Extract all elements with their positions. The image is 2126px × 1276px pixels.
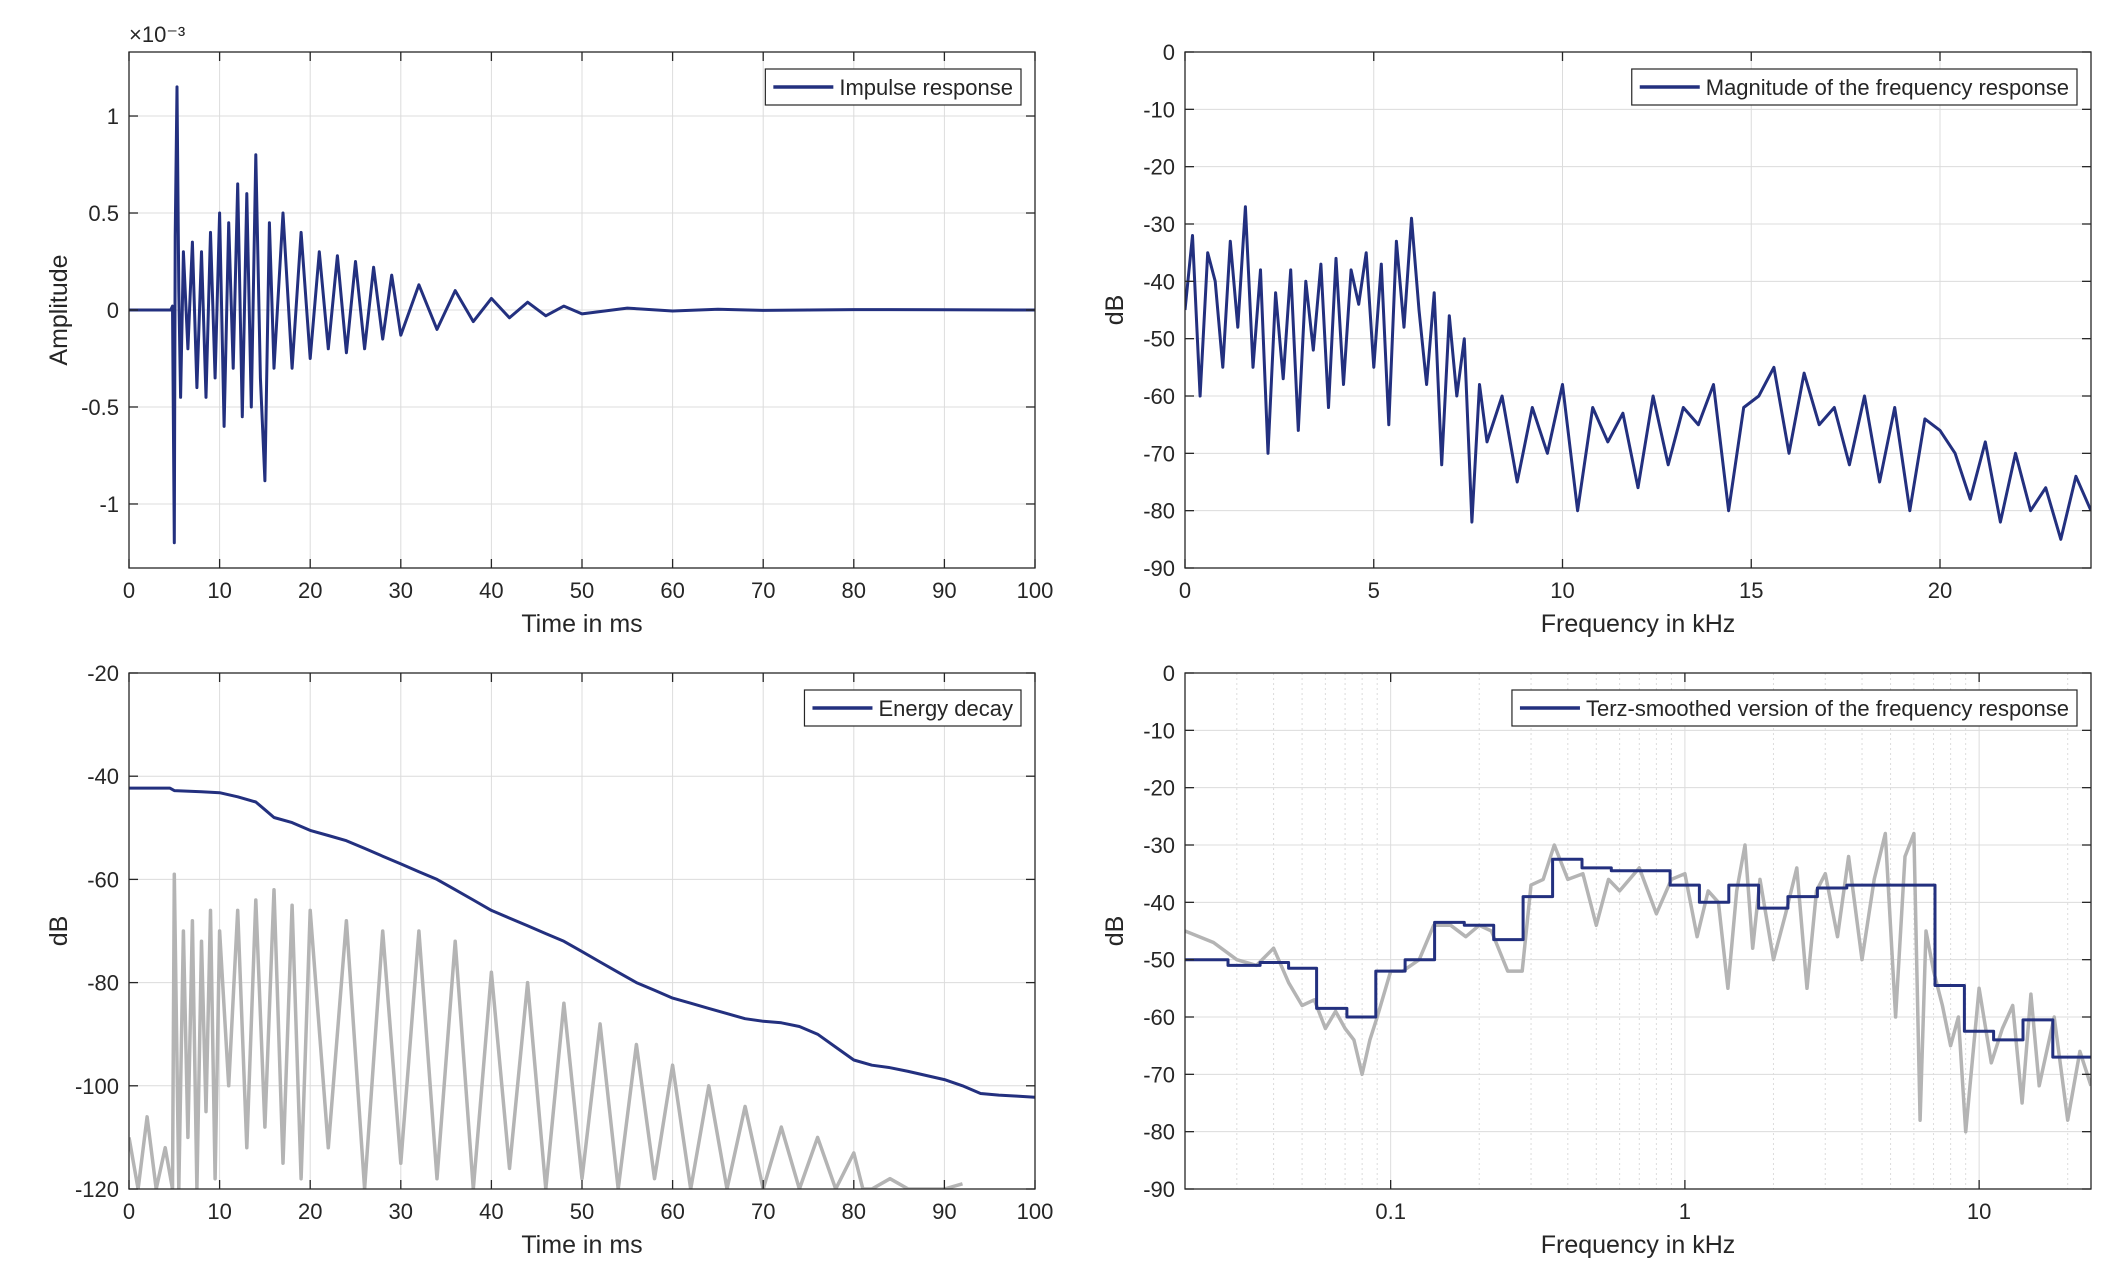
x-tick-label: 60 [660, 578, 684, 603]
chart-panel-2: 0 5 10 15 20 -90 -80 -70 -60 -50 -40 -30 -20 -10 0 Freq… [1101, 40, 2092, 638]
chart-panel-1: 0 10 20 30 40 50 60 70 80 90 100 -1 -0.5 0 0.5 1 ×10⁻³ Ti… [45, 22, 1053, 638]
x-tick-label: 30 [389, 578, 413, 603]
x-tick-label: 90 [932, 578, 956, 603]
x-tick-label: 1 [1679, 1199, 1691, 1224]
series-line-1 [129, 85, 1035, 545]
y-tick-label: -70 [1143, 1062, 1175, 1087]
y-tick-label: 0.5 [88, 201, 119, 226]
y-axis-label: dB [1101, 916, 1129, 947]
x-tick-label: 50 [570, 578, 594, 603]
y-tick-label: -90 [1143, 556, 1175, 581]
y-axis-label: Amplitude [45, 254, 73, 365]
x-tick-label: 10 [1967, 1199, 1991, 1224]
x-tick-label: 90 [932, 1199, 956, 1224]
x-tick-label: 0 [123, 578, 135, 603]
y-axis-label: dB [45, 916, 73, 947]
y-tick-label: -70 [1143, 441, 1175, 466]
legend: Energy decay [803, 689, 1022, 727]
y-tick-label: -20 [87, 661, 119, 686]
legend-box [1631, 68, 2078, 106]
y-tick-label: -20 [1143, 155, 1175, 180]
y-tick-label: -1 [99, 492, 119, 517]
y-tick-label: -30 [1143, 833, 1175, 858]
y-tick-label: -0.5 [81, 395, 119, 420]
legend-box [1511, 689, 2078, 727]
x-tick-label: 10 [1550, 578, 1574, 603]
series-line-1 [129, 786, 1035, 1099]
x-tick-label: 70 [751, 1199, 775, 1224]
y-tick-label: -60 [1143, 1005, 1175, 1030]
x-tick-label: 100 [1017, 1199, 1054, 1224]
x-tick-label: 60 [660, 1199, 684, 1224]
y-tick-label: 1 [107, 104, 119, 129]
y-tick-label: -40 [1143, 890, 1175, 915]
plot-frame [1184, 51, 2092, 569]
exponent-label: ×10⁻³ [129, 22, 185, 47]
legend-label: Energy decay [878, 696, 1013, 721]
series-line-2 [1185, 857, 2091, 1059]
x-axis-label: Frequency in kHz [1541, 1231, 1736, 1259]
x-tick-label: 80 [842, 578, 866, 603]
y-tick-label: -50 [1143, 948, 1175, 973]
y-tick-label: -60 [87, 867, 119, 892]
y-tick-label: -20 [1143, 776, 1175, 801]
x-tick-label: 20 [298, 1199, 322, 1224]
y-tick-label: 0 [107, 298, 119, 323]
x-tick-label: 40 [479, 1199, 503, 1224]
y-tick-label: -80 [87, 971, 119, 996]
x-axis-label: Time in ms [521, 1231, 642, 1259]
y-tick-label: -40 [87, 764, 119, 789]
x-tick-label: 70 [751, 578, 775, 603]
x-tick-label: 0 [123, 1199, 135, 1224]
y-tick-label: 0 [1163, 661, 1175, 686]
x-axis-label: Frequency in kHz [1541, 610, 1736, 638]
legend-label: Impulse response [839, 75, 1013, 100]
x-tick-label: 0 [1179, 578, 1191, 603]
legend: Impulse response [764, 68, 1022, 106]
y-tick-label: -100 [75, 1074, 119, 1099]
legend-label: Magnitude of the frequency response [1706, 75, 2069, 100]
x-tick-label: 20 [1928, 578, 1952, 603]
x-tick-label: 10 [207, 578, 231, 603]
y-tick-label: -40 [1143, 269, 1175, 294]
plot-frame [1184, 672, 2092, 1190]
x-tick-label: 0.1 [1375, 1199, 1406, 1224]
y-tick-label: -90 [1143, 1177, 1175, 1202]
x-tick-label: 100 [1017, 578, 1054, 603]
series-line-1 [1185, 831, 2091, 1134]
y-tick-label: -30 [1143, 212, 1175, 237]
series-line-2 [129, 872, 963, 1189]
series-line-1 [1185, 205, 2091, 541]
y-axis-label: dB [1101, 295, 1129, 326]
legend: Magnitude of the frequency response [1631, 68, 2078, 106]
x-tick-label: 50 [570, 1199, 594, 1224]
x-tick-label: 10 [207, 1199, 231, 1224]
x-tick-label: 20 [298, 578, 322, 603]
x-tick-label: 30 [389, 1199, 413, 1224]
y-tick-label: -120 [75, 1177, 119, 1202]
x-tick-label: 15 [1739, 578, 1763, 603]
x-tick-label: 80 [842, 1199, 866, 1224]
legend: Terz-smoothed version of the frequency r… [1511, 689, 2078, 727]
chart-panel-4: 0.1 1 10 -90 -80 -70 -60 -50 -40 -30 -20 -10 0 Freque… [1101, 661, 2092, 1259]
y-tick-label: 0 [1163, 40, 1175, 65]
y-tick-label: -60 [1143, 384, 1175, 409]
y-tick-label: -10 [1143, 97, 1175, 122]
y-tick-label: -80 [1143, 1120, 1175, 1145]
x-axis-label: Time in ms [521, 610, 642, 638]
y-tick-label: -50 [1143, 327, 1175, 352]
x-tick-label: 5 [1368, 578, 1380, 603]
chart-panel-3: 0 10 20 30 40 50 60 70 80 90 100 -120 -100 -80 -60 -40 -… [45, 661, 1053, 1259]
y-tick-label: -80 [1143, 499, 1175, 524]
x-tick-label: 40 [479, 578, 503, 603]
legend-label: Terz-smoothed version of the frequency r… [1586, 696, 2069, 721]
y-tick-label: -10 [1143, 718, 1175, 743]
